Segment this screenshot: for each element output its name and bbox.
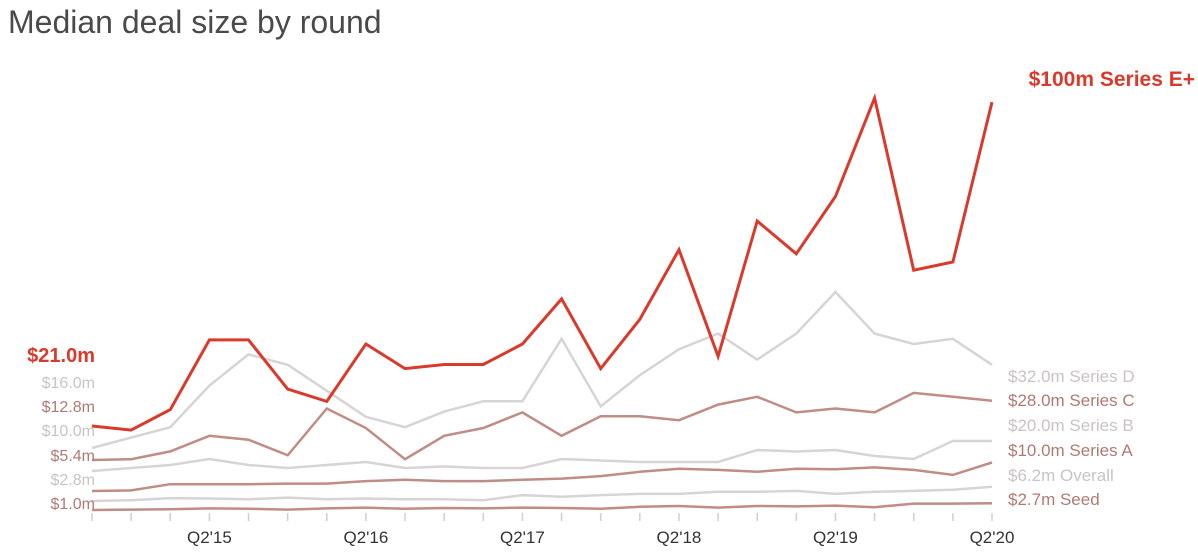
start-label-series-c: $12.8m [42, 399, 95, 416]
start-label-seed: $1.0m [51, 496, 95, 513]
end-label-seed: $2.7m Seed [1008, 490, 1100, 509]
chart-title: Median deal size by round [8, 4, 382, 40]
series-lines [91, 92, 994, 512]
series-line-series-a [91, 461, 993, 493]
x-tick-label: Q2'19 [813, 528, 858, 547]
x-tick-label: Q2'15 [187, 528, 232, 547]
series-line-series-d [91, 290, 993, 450]
start-label-series-a: $5.4m [51, 448, 95, 465]
series-line-seed [91, 501, 993, 512]
x-tick-label: Q2'20 [970, 528, 1015, 547]
start-label-series-d: $16.0m [42, 375, 95, 392]
x-tick-label: Q2'18 [657, 528, 702, 547]
x-tick-label: Q2'17 [500, 528, 545, 547]
start-label-series-e: $21.0m [27, 345, 95, 367]
series-labels: $21.0m $100m Series E+ $16.0m $32.0m Series… [27, 68, 1195, 513]
x-axis: Q2'15 Q2'16 Q2'17 Q2'18 Q2'19 Q2'20 [91, 513, 1015, 547]
series-line-series-b [91, 439, 992, 473]
x-tick-label: Q2'16 [343, 528, 388, 547]
start-label-series-b: $10.0m [42, 423, 95, 440]
end-label-series-a: $10.0m Series A [1008, 441, 1133, 460]
series-line-series-e [91, 92, 994, 432]
end-label-series-c: $28.0m Series C [1008, 391, 1135, 410]
series-line-series-c [91, 391, 993, 462]
end-label-series-b: $20.0m Series B [1008, 416, 1134, 435]
end-label-overall: $6.2m Overall [1008, 466, 1114, 485]
series-line-overall [91, 485, 993, 503]
end-label-series-d: $32.0m Series D [1008, 367, 1135, 386]
start-label-overall: $2.8m [51, 472, 95, 489]
end-label-series-e: $100m Series E+ [1029, 68, 1195, 91]
